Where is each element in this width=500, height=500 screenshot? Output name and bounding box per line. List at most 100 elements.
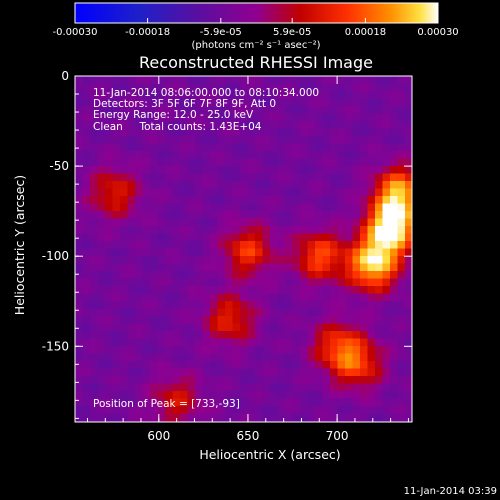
heatmap-cell bbox=[142, 196, 151, 204]
heatmap-cell bbox=[90, 406, 98, 414]
heatmap-cell bbox=[165, 331, 173, 339]
heatmap-cell bbox=[315, 143, 323, 152]
heatmap-cell bbox=[142, 226, 151, 234]
heatmap-cell bbox=[105, 98, 113, 107]
heatmap-cell bbox=[157, 338, 166, 347]
heatmap-cell bbox=[210, 323, 218, 332]
heatmap-cell bbox=[232, 106, 241, 114]
heatmap-cell bbox=[375, 331, 383, 339]
heatmap-cell bbox=[240, 226, 248, 234]
heatmap-cell bbox=[405, 173, 412, 182]
heatmap-cell bbox=[322, 398, 331, 407]
heatmap-cell bbox=[285, 331, 293, 339]
heatmap-cell bbox=[270, 256, 278, 264]
heatmap-cell bbox=[345, 181, 353, 189]
heatmap-cell bbox=[315, 226, 323, 234]
heatmap-cell bbox=[352, 361, 361, 369]
heatmap-cell bbox=[345, 121, 353, 129]
heatmap-cell bbox=[232, 121, 241, 129]
heatmap-cell bbox=[390, 383, 398, 392]
heatmap-cell bbox=[120, 308, 128, 317]
heatmap-cell bbox=[375, 188, 383, 197]
heatmap-cell bbox=[225, 286, 233, 294]
heatmap-cell bbox=[142, 346, 151, 354]
heatmap-cell bbox=[172, 106, 181, 114]
heatmap-cell bbox=[217, 256, 226, 264]
heatmap-cell bbox=[307, 143, 316, 152]
heatmap-cell bbox=[315, 271, 323, 279]
heatmap-cell bbox=[82, 406, 91, 414]
heatmap-cell bbox=[322, 158, 331, 167]
heatmap-cell bbox=[300, 301, 308, 309]
heatmap-cell bbox=[165, 181, 173, 189]
heatmap-cell bbox=[375, 391, 383, 399]
heatmap-cell bbox=[255, 361, 263, 369]
heatmap-cell bbox=[90, 121, 98, 129]
heatmap-cell bbox=[180, 338, 188, 347]
heatmap-cell bbox=[285, 188, 293, 197]
heatmap-cell bbox=[210, 136, 218, 144]
heatmap-cell bbox=[255, 301, 263, 309]
heatmap-cell bbox=[367, 308, 376, 317]
heatmap-cell bbox=[135, 346, 143, 354]
heatmap-cell bbox=[277, 248, 286, 257]
y-tick-label: -50 bbox=[49, 159, 69, 173]
heatmap-cell bbox=[112, 361, 121, 369]
heatmap-cell bbox=[142, 98, 151, 107]
heatmap-cell bbox=[397, 218, 406, 227]
heatmap-cell bbox=[285, 181, 293, 189]
heatmap-cell bbox=[202, 226, 211, 234]
heatmap-cell bbox=[352, 263, 361, 272]
heatmap-cell bbox=[240, 76, 248, 84]
heatmap-cell bbox=[172, 346, 181, 354]
heatmap-cell bbox=[405, 98, 412, 107]
heatmap-cell bbox=[255, 173, 263, 182]
heatmap-cell bbox=[330, 76, 338, 84]
heatmap-cell bbox=[210, 241, 218, 249]
heatmap-cell bbox=[187, 271, 196, 279]
heatmap-cell bbox=[165, 136, 173, 144]
heatmap-cell bbox=[292, 83, 301, 92]
heatmap-cell bbox=[105, 413, 113, 422]
heatmap-cell bbox=[165, 188, 173, 197]
heatmap-cell bbox=[217, 346, 226, 354]
heatmap-cell bbox=[277, 323, 286, 332]
heatmap-cell bbox=[157, 166, 166, 174]
heatmap-cell bbox=[157, 136, 166, 144]
heatmap-cell bbox=[240, 218, 248, 227]
heatmap-cell bbox=[330, 368, 338, 377]
heatmap-cell bbox=[285, 218, 293, 227]
heatmap-cell bbox=[105, 91, 113, 99]
heatmap-cell bbox=[195, 218, 203, 227]
heatmap-cell bbox=[225, 248, 233, 257]
heatmap-cell bbox=[247, 406, 256, 414]
heatmap-cell bbox=[270, 263, 278, 272]
heatmap-cell bbox=[142, 241, 151, 249]
heatmap-cell bbox=[330, 188, 338, 197]
heatmap-cell bbox=[270, 278, 278, 287]
heatmap-cell bbox=[112, 241, 121, 249]
heatmap-cell bbox=[97, 323, 106, 332]
heatmap-cell bbox=[127, 308, 136, 317]
heatmap-cell bbox=[75, 308, 83, 317]
heatmap-cell bbox=[300, 391, 308, 399]
heatmap-cell bbox=[225, 166, 233, 174]
heatmap-cell bbox=[270, 286, 278, 294]
heatmap-cell bbox=[232, 143, 241, 152]
heatmap-cell bbox=[195, 128, 203, 137]
heatmap-cell bbox=[232, 293, 241, 302]
heatmap-cell bbox=[255, 158, 263, 167]
heatmap-cell bbox=[135, 83, 143, 92]
heatmap-cell bbox=[292, 301, 301, 309]
heatmap-cell bbox=[75, 76, 83, 84]
heatmap-cell bbox=[255, 368, 263, 377]
heatmap-cell bbox=[187, 376, 196, 384]
heatmap-cell bbox=[232, 398, 241, 407]
heatmap-cell bbox=[375, 128, 383, 137]
heatmap-cell bbox=[180, 166, 188, 174]
heatmap-cell bbox=[382, 113, 391, 122]
heatmap-cell bbox=[322, 218, 331, 227]
chart-title: Reconstructed RHESSI Image bbox=[139, 53, 373, 72]
heatmap-cell bbox=[375, 136, 383, 144]
heatmap-cell bbox=[120, 361, 128, 369]
